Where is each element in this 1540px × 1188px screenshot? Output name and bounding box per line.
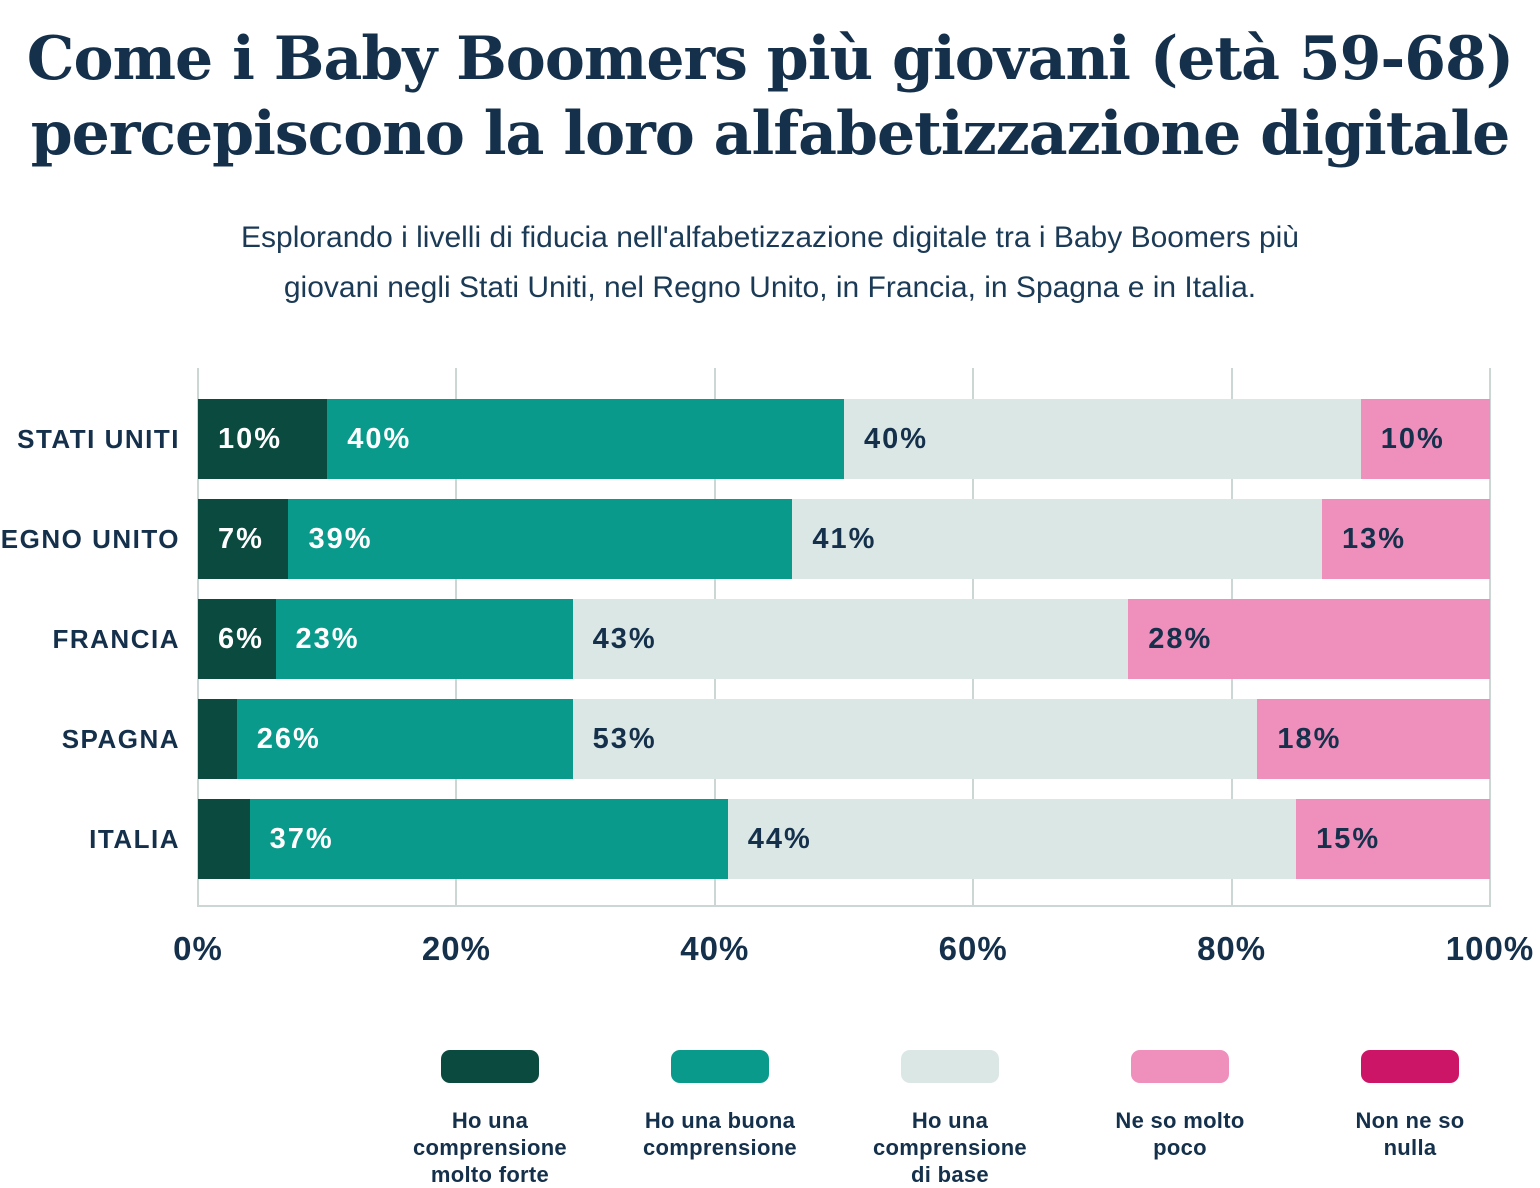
legend-swatch [441,1050,539,1083]
bar-value-label: 10% [218,422,283,455]
legend-label: Ho una comprensione molto forte [375,1107,605,1188]
gridline-100% [1489,368,1491,907]
bar-value-label: 53% [592,722,657,755]
bar-value-label: 28% [1148,622,1213,655]
legend-label: Ne so molto poco [1115,1107,1244,1161]
legend-swatch [1361,1050,1459,1083]
x-axis-ticks: 0% 20% 40% 60% 80% 100% [173,930,1533,980]
bar-value-label: 18% [1277,722,1342,755]
bar-segment: 23% [275,599,573,679]
category-label-francia: FRANCIA [52,623,180,654]
bar-segment: 40% [327,399,844,479]
bar-segment: 53% [572,699,1258,779]
bar-segment: 10% [1360,399,1490,479]
bar-segment: 15% [1296,799,1490,879]
bar-value-label: 41% [812,522,877,555]
chart-legend: Ho una comprensione molto forte Ho una buo… [375,1050,1525,1188]
legend-label: Ho una buona comprensione [643,1107,797,1161]
bar-row-spagna: 26% 53% 18% [198,699,1490,779]
legend-label-line: Ho una comprensione [873,1108,1027,1160]
bar-value-label: 13% [1342,522,1407,555]
bar-segment [198,699,237,779]
category-label-spagna: SPAGNA [61,723,180,754]
legend-label: Non ne so nulla [1355,1107,1464,1161]
bar-value-label: 40% [347,422,412,455]
legend-label-line: poco [1153,1135,1207,1160]
legend-label-line: Ne so molto [1115,1108,1245,1133]
legend-label-line: di base [911,1162,989,1187]
bar-value-label: 10% [1380,422,1445,455]
bar-value-label: 44% [747,822,812,855]
chart-title-line1: Come i Baby Boomers più giovani (età 59-… [26,24,1514,94]
bar-segment [198,799,250,879]
category-label-regno-unito: REGNO UNITO [0,523,180,554]
bar-row-francia: 6% 23% 43% 28% [198,599,1490,679]
legend-label-line: Non ne so [1355,1108,1465,1133]
legend-label: Ho una comprensione di base [835,1107,1065,1188]
bar-value-label: 39% [308,522,373,555]
plot-area: 10% 40% 40% 10% 7% 39% 41% 13% 6% 23% 43% 28% 26% 53%… [197,368,1491,907]
x-tick-label-20%: 20% [421,930,491,967]
bar-row-stati-uniti: 10% 40% 40% 10% [198,399,1490,479]
bar-segment: 10% [198,399,328,479]
legend-label-line: comprensione [643,1135,797,1160]
legend-label-line: Ho una comprensione [413,1108,567,1160]
x-tick-label-80%: 80% [1197,930,1267,967]
chart-title-line2: percepiscono la loro alfabetizzazione di… [30,99,1511,169]
category-label-stati-uniti: STATI UNITI [17,423,180,454]
bar-value-label: 15% [1316,822,1381,855]
legend-item: Ho una comprensione di base [835,1050,1065,1188]
bar-value-label: 23% [295,622,360,655]
legend-label-line: nulla [1383,1135,1437,1160]
bar-segment: 41% [792,499,1323,579]
chart-subtitle: Esplorando i livelli di fiducia nell'alf… [0,213,1540,313]
chart-subtitle-line2: giovani negli Stati Uniti, nel Regno Uni… [283,271,1257,304]
bar-segment: 13% [1322,499,1490,579]
bar-segment: 39% [288,499,793,579]
x-tick-label-60%: 60% [938,930,1008,967]
legend-item: Ho una comprensione molto forte [375,1050,605,1188]
chart-subtitle-line1: Esplorando i livelli di fiducia nell'alf… [241,221,1299,254]
bar-row-regno-unito: 7% 39% 41% 13% [198,499,1490,579]
chart-title: Come i Baby Boomers più giovani (età 59-… [0,22,1540,172]
category-label-italia: ITALIA [89,823,180,854]
x-tick-label-40%: 40% [680,930,750,967]
x-tick-label-100%: 100% [1445,930,1535,967]
bar-segment: 26% [236,699,573,779]
bar-segment: 6% [198,599,276,679]
x-axis-baseline [198,905,1490,907]
bar-value-label: 26% [256,722,321,755]
bar-segment: 40% [843,399,1361,479]
bar-segment: 28% [1128,599,1490,679]
legend-swatch [671,1050,769,1083]
bar-value-label: 6% [218,622,264,655]
bar-segment: 37% [249,799,728,879]
bar-row-italia: 37% 44% 15% [198,799,1490,879]
bar-value-label: 37% [269,822,334,855]
bar-value-label: 40% [863,422,929,455]
bar-segment: 43% [572,599,1129,679]
legend-item: Ne so molto poco [1065,1050,1295,1188]
y-axis-labels: STATI UNITI REGNO UNITO FRANCIA SPAGNA ITALI… [0,368,180,907]
legend-item: Non ne so nulla [1295,1050,1525,1188]
legend-label-line: Ho una buona [644,1108,796,1133]
legend-swatch [901,1050,999,1083]
bar-value-label: 43% [592,622,657,655]
legend-swatch [1131,1050,1229,1083]
bar-segment: 18% [1257,699,1490,779]
x-tick-label-0%: 0% [173,930,223,967]
legend-item: Ho una buona comprensione [605,1050,835,1188]
legend-label-line: molto forte [430,1162,550,1187]
bar-value-label: 7% [218,522,264,555]
bar-segment: 44% [727,799,1297,879]
bar-segment: 7% [198,499,289,579]
